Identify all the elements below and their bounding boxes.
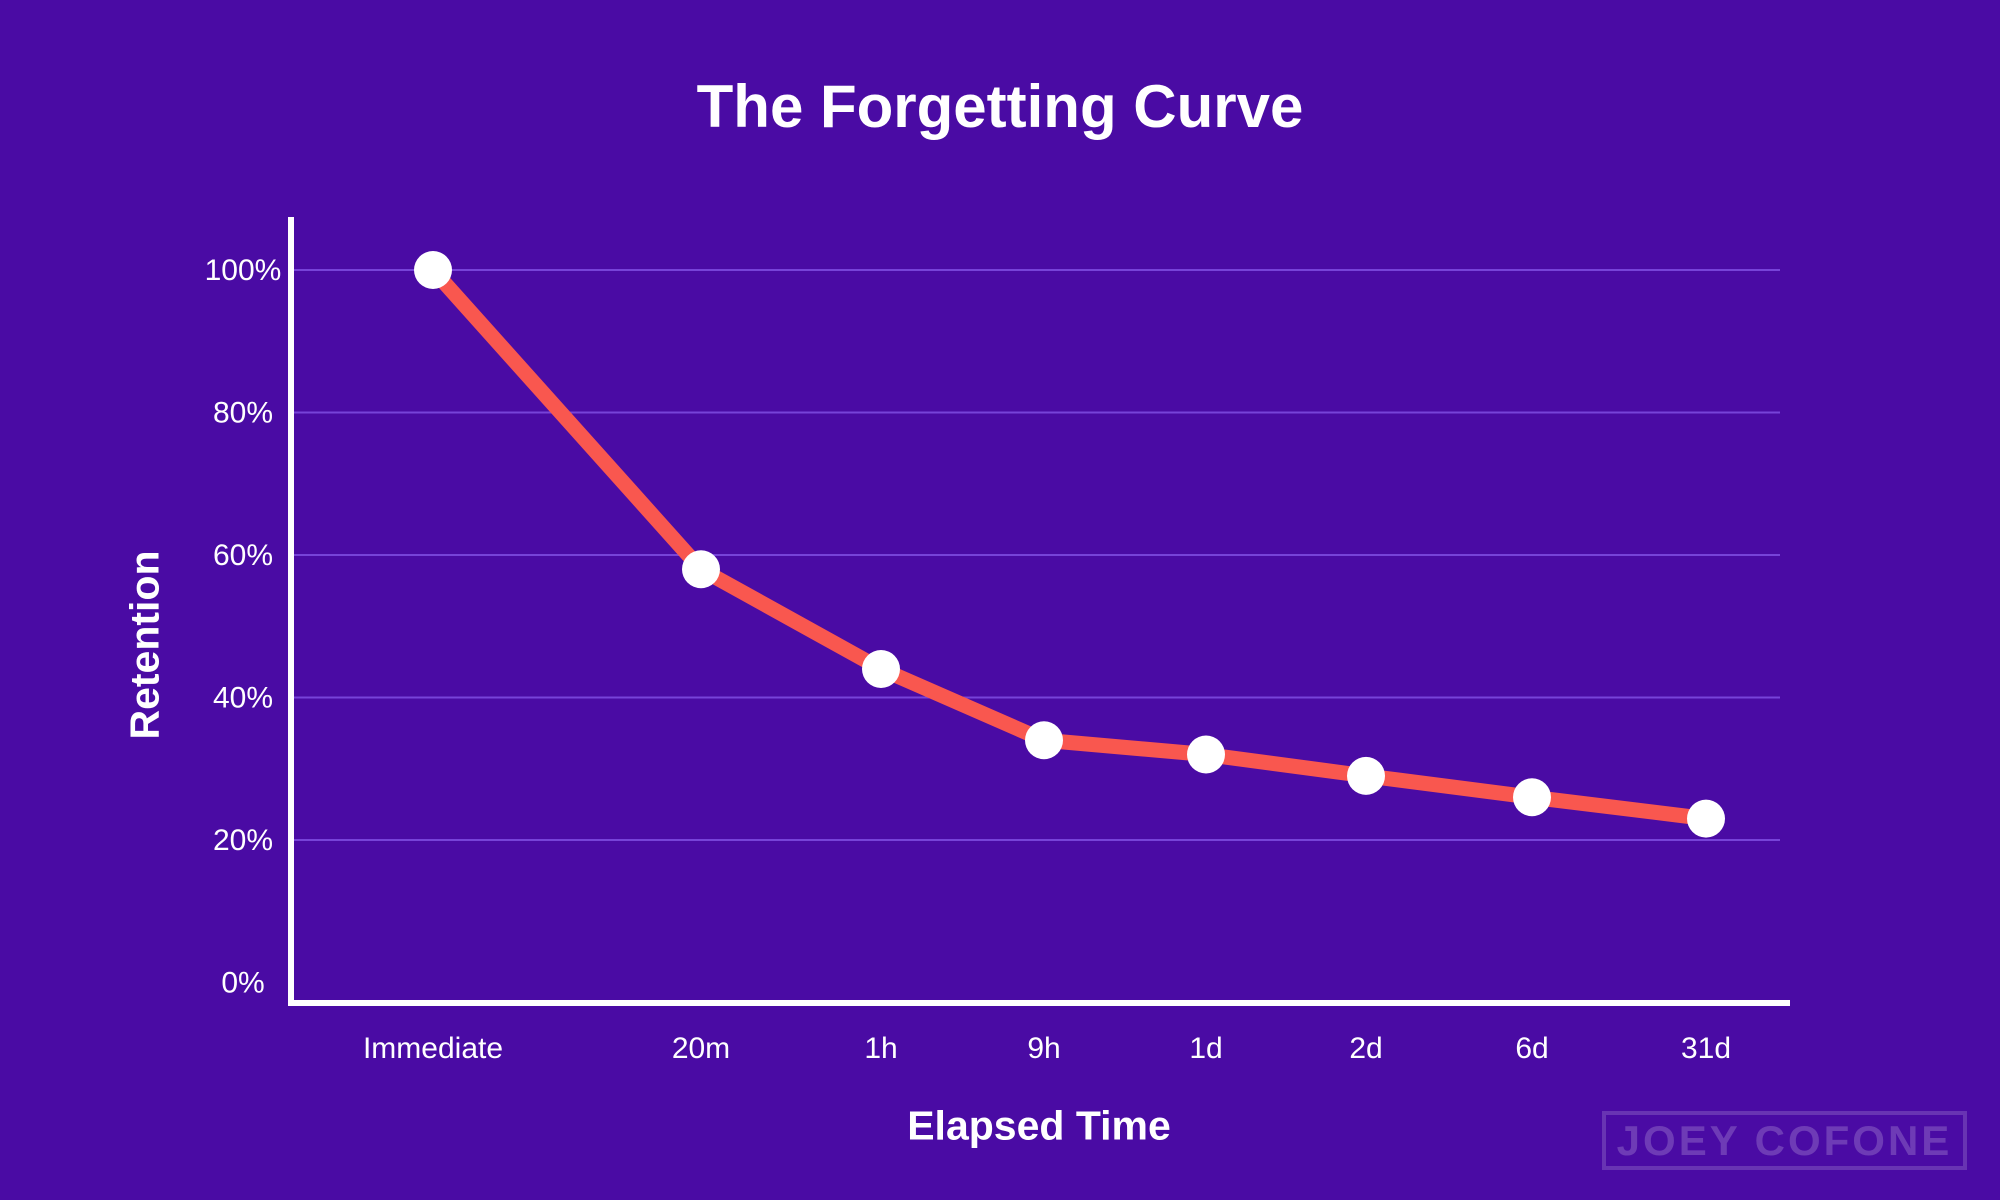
data-point [1187, 735, 1225, 774]
curve-group [425, 262, 1714, 827]
data-point [1513, 778, 1551, 817]
y-tick-label: 80% [213, 397, 273, 430]
y-tick-label: 20% [213, 824, 273, 857]
x-tick-label: Immediate [363, 1032, 503, 1065]
axes-group [288, 217, 1790, 1006]
data-point [414, 251, 452, 289]
chart-title: The Forgetting Curve [696, 73, 1304, 140]
data-point [1687, 799, 1725, 838]
x-tick-label: 9h [1027, 1032, 1060, 1065]
curve-line [425, 262, 1714, 827]
data-point [862, 650, 900, 688]
x-tick-label: 20m [672, 1032, 730, 1065]
data-point [1025, 721, 1063, 760]
data-point [682, 550, 720, 589]
gridlines-group [294, 269, 1780, 841]
data-points-group [414, 251, 1725, 838]
y-tick-label: 40% [213, 682, 273, 715]
x-tick-label: 1h [864, 1032, 897, 1065]
x-axis-title: Elapsed Time [907, 1102, 1171, 1149]
x-tick-label: 6d [1515, 1032, 1548, 1065]
watermark-text: JOEY COFONE [1616, 1116, 1953, 1164]
data-point [1347, 756, 1385, 795]
x-tick-label: 31d [1681, 1032, 1731, 1065]
y-tick-label: 0% [221, 967, 264, 1000]
x-axis-line [288, 1000, 1790, 1006]
y-tick-label: 60% [213, 539, 273, 572]
x-tick-labels-group: Immediate 20m 1h 9h 1d 2d 6d 31d [363, 1032, 1731, 1065]
y-tick-label: 100% [205, 254, 282, 287]
watermark-badge: JOEY COFONE [1602, 1111, 1967, 1170]
x-tick-label: 1d [1189, 1032, 1222, 1065]
y-tick-labels-group: 100% 80% 60% 40% 20% 0% [205, 254, 282, 1000]
y-axis-line [288, 217, 294, 1006]
x-tick-label: 2d [1349, 1032, 1382, 1065]
